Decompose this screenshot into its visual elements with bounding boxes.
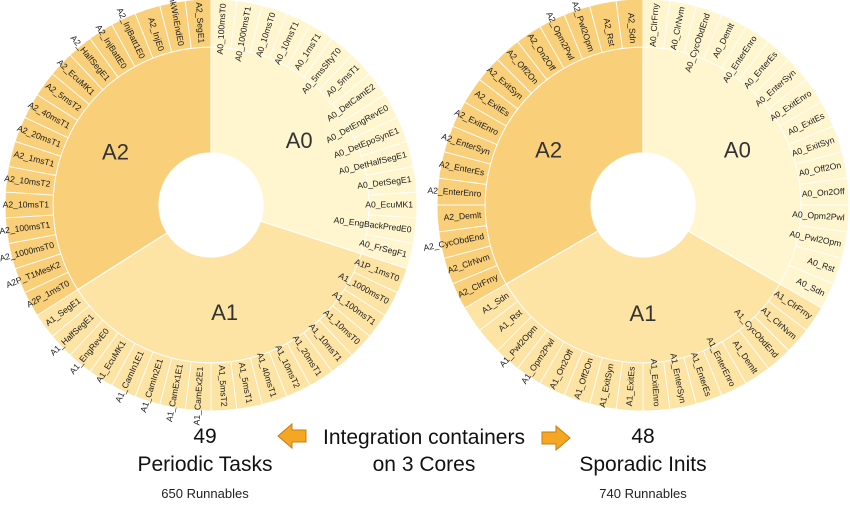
left-segment-label: A1_5msT2 [217,365,230,407]
right-segment-label: A2_Demlt [443,210,482,222]
right-segment-label: A2_Sdn [626,12,638,43]
right-core-label-a1: A1 [630,301,657,326]
left-center-hole [159,153,263,257]
left-label: Periodic Tasks [137,453,272,476]
left-core-label-a2: A2 [102,139,129,164]
center-line1: Integration containers [323,426,525,449]
left-count: 49 [193,425,216,448]
right-runnables: 740 Runnables [599,486,687,501]
left-segment-label: A0_100msT0 [215,3,228,55]
right-segment-label: A1_ExitEs [624,366,637,406]
right-segment-label: A0_Opm2Pwl [792,209,845,222]
left-runnables: 650 Runnables [161,486,249,501]
left-segment-label: A2_SegE1 [194,2,207,44]
left-arrow-icon [277,422,307,450]
right-core-label-a0: A0 [724,138,751,163]
left-segment-label: A1_CamEx2E1 [191,366,205,425]
right-count: 48 [631,425,654,448]
right-segment [615,0,644,49]
right-segment-label: A1_ExitEnro [649,359,662,408]
left-segment-label: A0_EcuMK1 [365,199,413,209]
center-line2: on 3 Cores [373,453,476,476]
right-segment-label: A2_EnterEnro [427,185,482,199]
left-core-label-a1: A1 [211,300,238,325]
left-core-label-a0: A0 [286,128,313,153]
right-center-hole [591,153,695,257]
right-core-label-a2: A2 [535,138,562,163]
right-arrow-icon [541,424,571,452]
right-segment-label: A0_ClrFrny [648,2,661,47]
left-segment [184,0,212,49]
right-label: Sporadic Inits [579,453,706,476]
right-segment-label: A0_On2Off [801,186,845,199]
left-segment-label: A2_10msT1 [3,199,50,209]
